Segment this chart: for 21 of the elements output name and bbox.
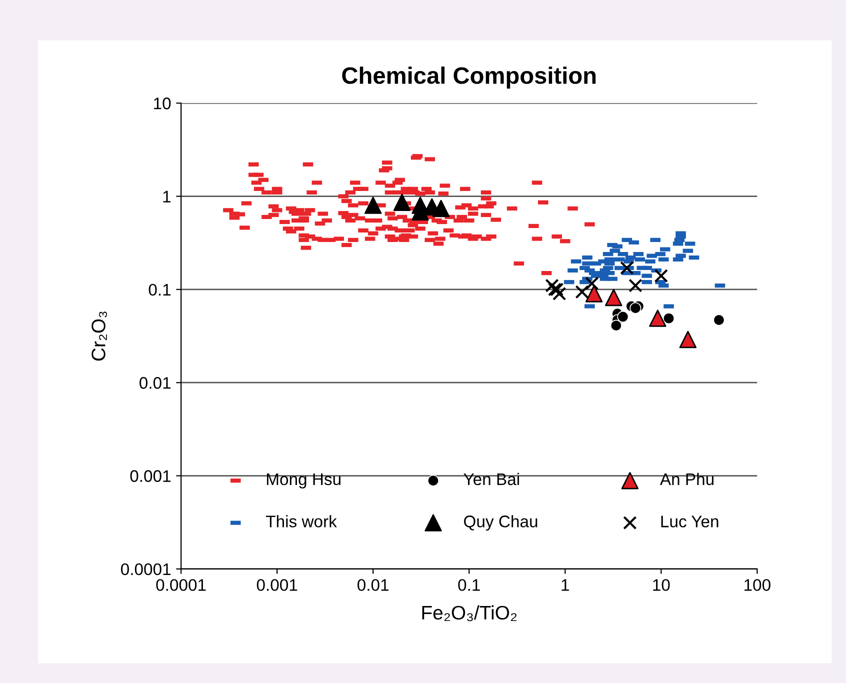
x-axis-title: Fe₂O₃/TiO₂ xyxy=(422,605,517,622)
x-tick-label: 0.01 xyxy=(358,579,388,591)
x-tick-label: 1 xyxy=(562,579,569,591)
x-tick-label: 0.001 xyxy=(256,579,298,591)
y-tick-label: 1 xyxy=(163,190,171,202)
y-tick-label: 10 xyxy=(154,98,171,110)
y-axis-title: Cr₂O₃ xyxy=(92,312,107,361)
legend-label: Quy Chau xyxy=(464,515,538,531)
y-tick-label: 0.0001 xyxy=(121,563,171,576)
legend-label: An Phu xyxy=(660,472,714,486)
legend-label: Mong Hsu xyxy=(266,474,340,488)
y-tick-label: 0.001 xyxy=(130,470,171,482)
x-tick-label: 0.1 xyxy=(458,579,480,591)
chart-title: Chemical Composition xyxy=(342,66,596,89)
y-tick-label: 0.1 xyxy=(148,284,171,296)
legend-label: Luc Yen xyxy=(661,516,718,528)
x-tick-label: 100 xyxy=(744,579,770,591)
y-tick-label: 0.01 xyxy=(140,377,171,389)
x-tick-label: 10 xyxy=(653,579,670,591)
legend-label: This work xyxy=(266,515,337,528)
legend-label: Yen Bai xyxy=(464,472,519,486)
